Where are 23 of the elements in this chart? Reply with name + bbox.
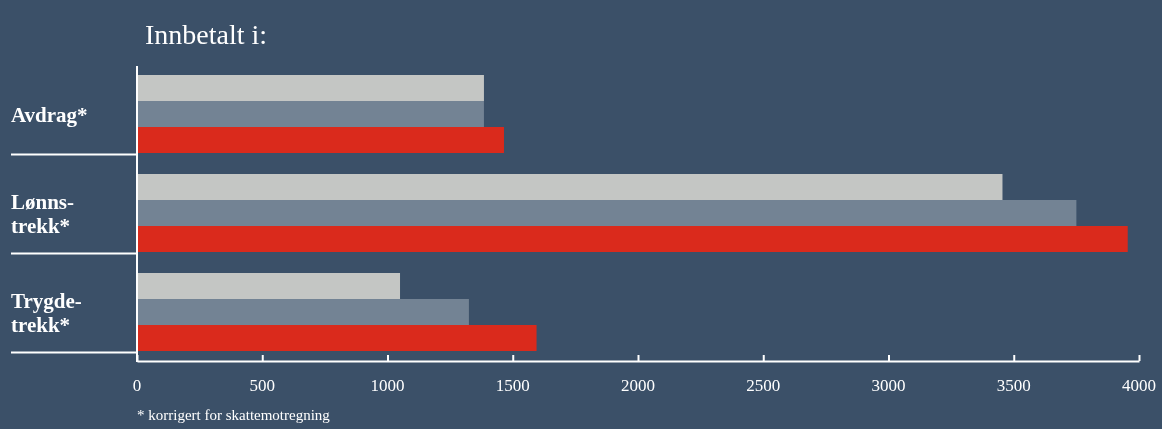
bar	[137, 325, 537, 351]
x-tick-label: 3000	[871, 376, 906, 395]
text: * korrigert for skattemotregning	[137, 407, 331, 423]
bar	[137, 226, 1128, 252]
bar	[137, 273, 401, 299]
x-tick-label: 500	[249, 376, 275, 395]
x-tick-label: 0	[132, 376, 142, 395]
bar	[137, 75, 484, 101]
y-tick-label: Avdrag*	[11, 102, 88, 127]
bar	[137, 101, 484, 127]
y-tick-label: Lønns-trekk*	[11, 189, 75, 238]
y-tick-label: Trygde-trekk*	[11, 288, 82, 337]
bar	[137, 174, 1003, 200]
bar	[137, 127, 504, 153]
x-tick-label: 1000	[370, 376, 405, 395]
x-tick-label: 2500	[746, 376, 781, 395]
bar	[137, 200, 1077, 226]
x-tick-label: 2000	[621, 376, 655, 395]
x-tick-label: 3500	[996, 376, 1031, 395]
x-tick-label: 1500	[495, 376, 530, 395]
x-tick-label: 4000	[1122, 376, 1156, 395]
bar	[137, 299, 469, 325]
chart-title: Innbetalt i:	[145, 19, 268, 50]
